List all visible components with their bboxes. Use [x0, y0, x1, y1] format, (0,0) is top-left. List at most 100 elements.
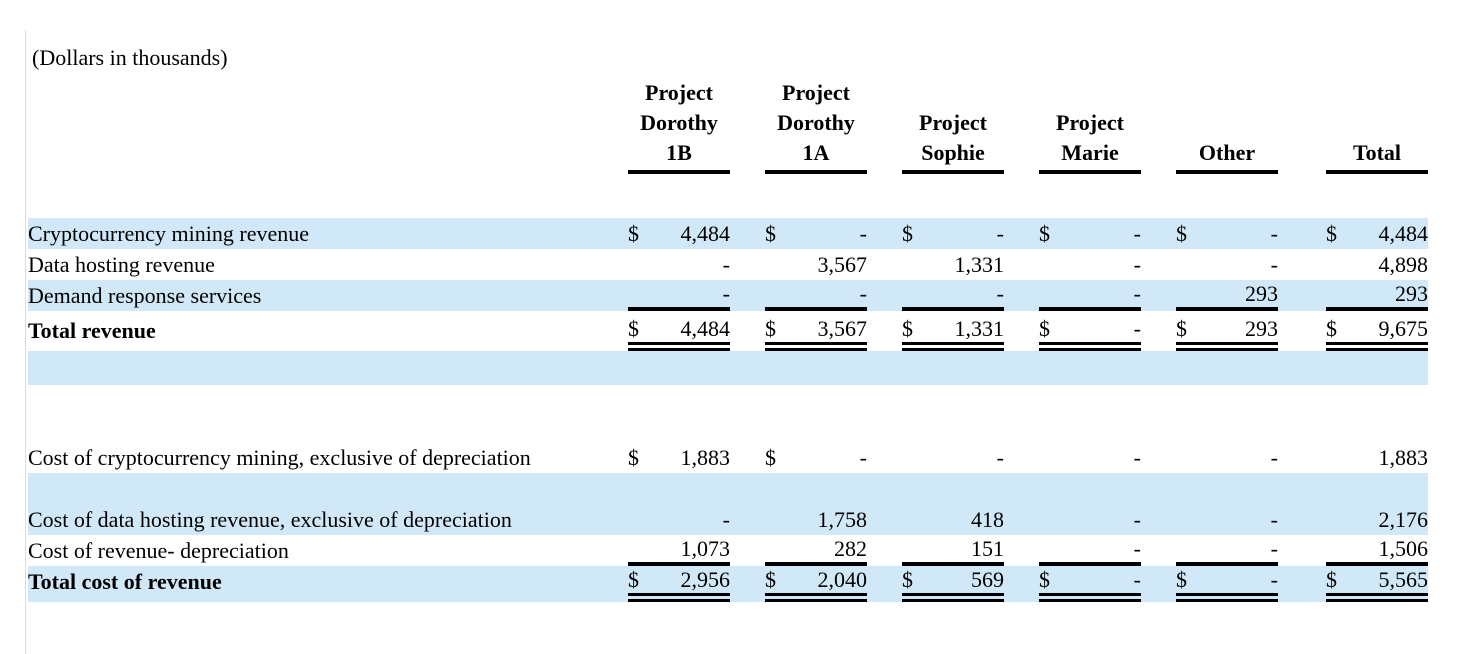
- currency-symbol: $: [765, 316, 776, 341]
- money-cell: 282: [730, 535, 867, 566]
- money-cell: $ -: [1004, 311, 1141, 351]
- money-cell: $293: [1141, 311, 1278, 351]
- cell-value: 282: [834, 536, 867, 561]
- currency-symbol: $: [628, 316, 639, 341]
- currency-symbol: $: [1326, 567, 1337, 592]
- money-cell: $ -: [1004, 218, 1141, 249]
- cell-value: -: [1133, 445, 1141, 470]
- money-cell: -: [1004, 280, 1141, 311]
- cell-value: -: [1133, 567, 1141, 592]
- row-label-cell: Total cost of revenue: [28, 566, 593, 602]
- cell-value: 569: [971, 567, 1004, 592]
- cell-value: 4,898: [1378, 252, 1429, 277]
- money-cell: -: [593, 280, 730, 311]
- money-cell: $4,484: [593, 311, 730, 351]
- cell-value: 293: [1245, 281, 1278, 306]
- cell-value: 151: [971, 536, 1004, 561]
- cell-value: -: [1270, 221, 1278, 246]
- cell-value: 3,567: [817, 316, 868, 341]
- cell-value: -: [1270, 252, 1278, 277]
- units-note: (Dollars in thousands): [32, 45, 228, 70]
- column-header-label: Other: [1176, 138, 1278, 174]
- money-cell: -: [730, 280, 867, 311]
- column-header-label: Project Marie: [1039, 108, 1141, 174]
- money-cell: $2,040: [730, 566, 867, 602]
- cell-value: -: [996, 445, 1004, 470]
- money-cell: $ -: [730, 411, 867, 473]
- money-cell: 293: [1141, 280, 1278, 311]
- column-header-project-dorothy-1b: Project Dorothy 1B: [593, 70, 730, 174]
- cell-value: 4,484: [680, 221, 731, 246]
- spacer-cell: [28, 385, 1428, 411]
- currency-symbol: $: [902, 221, 913, 246]
- row-label: Cost of revenue- depreciation: [28, 538, 289, 563]
- cell-value: 1,506: [1378, 536, 1429, 561]
- column-header-project-sophie: Project Sophie: [867, 70, 1004, 174]
- cell-value: -: [722, 281, 730, 306]
- cell-value: 1,331: [954, 252, 1005, 277]
- cell-value: 4,484: [1378, 221, 1429, 246]
- header-row: Project Dorothy 1B Project Dorothy 1A Pr…: [28, 70, 1428, 174]
- cell-value: -: [1133, 221, 1141, 246]
- cell-value: 1,883: [680, 445, 731, 470]
- column-header-project-dorothy-1a: Project Dorothy 1A: [730, 70, 867, 174]
- money-cell: 1,073: [593, 535, 730, 566]
- money-cell: -: [867, 411, 1004, 473]
- money-cell: $1,883: [593, 411, 730, 473]
- currency-symbol: $: [1176, 567, 1187, 592]
- cell-value: 9,675: [1378, 316, 1429, 341]
- cell-value: -: [1270, 507, 1278, 532]
- row-label-cell: Data hosting revenue: [28, 249, 593, 280]
- cell-value: -: [722, 252, 730, 277]
- money-cell: 4,898: [1278, 249, 1429, 280]
- cell-value: -: [996, 281, 1004, 306]
- currency-symbol: $: [628, 445, 639, 470]
- money-cell: $ -: [1141, 566, 1278, 602]
- currency-symbol: $: [628, 567, 639, 592]
- cell-value: 2,040: [817, 567, 868, 592]
- cell-value: -: [1133, 316, 1141, 341]
- cell-value: -: [859, 221, 867, 246]
- row-label: Cost of cryptocurrency mining, exclusive…: [28, 445, 531, 470]
- spacer-row: [28, 174, 1428, 218]
- currency-symbol: $: [765, 567, 776, 592]
- currency-symbol: $: [902, 567, 913, 592]
- money-cell: $3,567: [730, 311, 867, 351]
- cell-value: -: [1270, 536, 1278, 561]
- money-cell: 1,331: [867, 249, 1005, 280]
- row-label-cell: Cryptocurrency mining revenue: [28, 218, 593, 249]
- row-label: Demand response services: [28, 283, 262, 308]
- table-row-cost-of-data-hosting-revenue: Cost of data hosting revenue, exclusive …: [28, 473, 1428, 535]
- table-row-data-hosting-revenue: Data hosting revenue - 3,567 1,331 - - 4…: [28, 249, 1428, 280]
- money-cell: -: [593, 249, 730, 280]
- money-cell: $5,565: [1278, 566, 1428, 602]
- row-label-cell: Cost of revenue- depreciation: [28, 535, 593, 566]
- table-row-cost-of-revenue-depreciation: Cost of revenue- depreciation 1,073 282 …: [28, 535, 1428, 566]
- money-cell: 2,176: [1278, 473, 1428, 535]
- row-label: Data hosting revenue: [28, 252, 215, 277]
- money-cell: -: [1141, 535, 1278, 566]
- left-border-line: [25, 30, 26, 654]
- cell-value: 418: [971, 507, 1004, 532]
- table-row-total-revenue: Total revenue $4,484 $3,567 $1,331 $ - $2…: [28, 311, 1428, 351]
- currency-symbol: $: [1176, 316, 1187, 341]
- currency-symbol: $: [1039, 316, 1050, 341]
- column-header-label: Project Sophie: [902, 108, 1004, 174]
- segment-revenue-table: Project Dorothy 1B Project Dorothy 1A Pr…: [28, 70, 1428, 602]
- row-label-cell: Cost of cryptocurrency mining, exclusive…: [28, 411, 593, 473]
- cell-value: -: [1133, 536, 1141, 561]
- money-cell: $569: [867, 566, 1004, 602]
- cell-value: -: [1133, 507, 1141, 532]
- currency-symbol: $: [1039, 221, 1050, 246]
- money-cell: 1,506: [1278, 535, 1428, 566]
- column-header-label: Total: [1326, 138, 1428, 174]
- cell-value: 3,567: [817, 252, 868, 277]
- money-cell: -: [1004, 411, 1141, 473]
- money-cell: 1,758: [730, 473, 867, 535]
- cell-value: 2,176: [1378, 507, 1429, 532]
- cell-value: -: [1133, 252, 1141, 277]
- cell-value: 1,331: [954, 316, 1005, 341]
- cell-value: 2,956: [680, 567, 731, 592]
- money-cell: -: [1004, 249, 1141, 280]
- currency-symbol: $: [1326, 221, 1337, 246]
